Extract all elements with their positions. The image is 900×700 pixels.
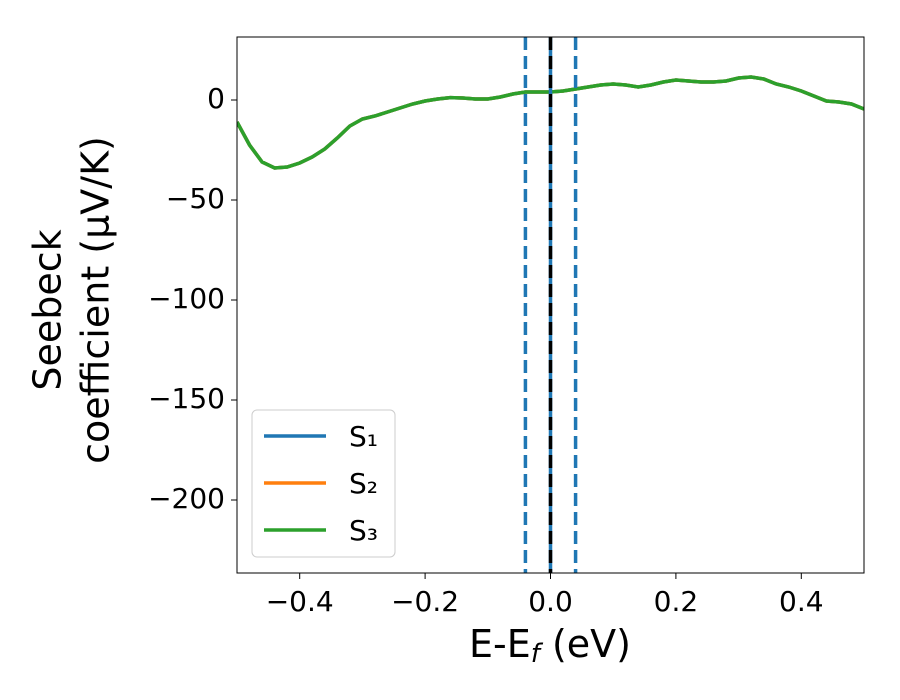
y-tick-label: −150 [148,382,225,415]
y-tick-label: −50 [166,182,225,215]
x-tick-label: 0.4 [779,585,824,618]
x-tick-label: 0.2 [654,585,699,618]
x-axis-label: E-Ef (eV) [469,622,631,669]
y-tick-label: −100 [148,282,225,315]
y-tick-label: 0 [207,82,225,115]
y-tick-label: −200 [148,482,225,515]
x-tick-label: −0.4 [266,585,334,618]
x-tick-label: 0.0 [528,585,573,618]
x-label-part: (eV) [540,622,631,666]
y-axis-label: Seebeck [26,229,70,390]
plot-frame [236,36,865,574]
legend-label: S₂ [349,467,378,500]
x-tick-label: −0.2 [391,585,459,618]
x-label-part: E-E [469,622,531,666]
legend-label: S₁ [349,420,378,453]
y-axis-label: coefficient (μV/K) [74,136,118,464]
legend-label: S₃ [349,514,378,547]
